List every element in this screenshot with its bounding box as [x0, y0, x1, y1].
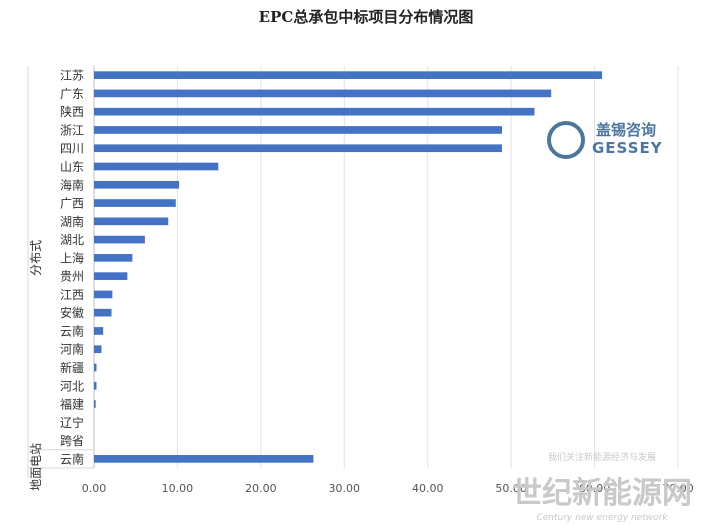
category-label: 辽宁 [60, 415, 84, 430]
category-label: 跨省 [60, 434, 84, 448]
category-label: 云南 [60, 323, 84, 338]
category-label: 湖北 [60, 232, 84, 247]
x-tick-labels: 0.00 10.00 20.00 30.00 40.00 50.00 60.00 70.00 [82, 482, 694, 495]
category-label: 河北 [60, 379, 84, 393]
x-tick-label: 40.00 [412, 482, 444, 495]
gessey-cn-text: 盖锡咨询 [596, 121, 656, 139]
bar-上海 [94, 254, 133, 262]
bar-山东 [94, 162, 219, 171]
bar-广东 [94, 89, 552, 98]
category-label: 上海 [60, 250, 84, 265]
bar-湖南 [94, 217, 169, 226]
bar-福建 [94, 400, 96, 408]
category-label: 云南 [60, 451, 84, 466]
x-tick-label: 60.00 [579, 482, 611, 495]
category-label: 海南 [60, 177, 84, 192]
bar-云南 [94, 327, 104, 335]
x-tick-label: 0.00 [82, 482, 107, 495]
category-label: 湖南 [60, 214, 84, 229]
bar-云南 [94, 455, 314, 463]
category-label: 新疆 [60, 360, 84, 375]
x-tick-label: 50.00 [495, 482, 527, 495]
bar-贵州 [94, 272, 128, 280]
network-cn-text: 世纪新能源网 [512, 476, 692, 511]
category-label: 山东 [60, 160, 84, 174]
category-label: 浙江 [60, 123, 84, 137]
x-tick-label: 10.00 [162, 482, 194, 495]
bar-河北 [94, 381, 97, 390]
category-label: 广东 [60, 87, 84, 101]
bar-四川 [94, 144, 502, 153]
x-tick-label: 20.00 [245, 482, 277, 495]
bar-湖北 [94, 235, 145, 244]
bar-新疆 [94, 363, 97, 372]
bar-安徽 [94, 308, 112, 317]
group-label: 分布式 [29, 240, 43, 276]
gessey-watermark: 盖锡咨询 GESSEY [547, 121, 663, 159]
category-label: 河南 [60, 342, 84, 357]
gessey-en-text: GESSEY [592, 139, 663, 157]
category-label: 安徽 [60, 305, 84, 320]
network-caption-text: 我们关注新能源经济与发展 [548, 451, 656, 463]
group-label: 地面电站 [29, 443, 43, 491]
bar-陕西 [94, 107, 535, 116]
chart-title: EPC总承包中标项目分布情况图 [259, 8, 474, 26]
bar-江西 [94, 290, 113, 299]
category-label: 江西 [60, 288, 84, 302]
bar-浙江 [94, 126, 502, 134]
category-label: 四川 [60, 142, 84, 156]
category-labels: 江苏广东陕西浙江四川山东海南广西湖南湖北上海贵州江西安徽云南河南新疆河北福建辽宁… [60, 69, 84, 467]
category-label: 福建 [60, 397, 84, 412]
category-label: 贵州 [60, 270, 84, 284]
bar-江苏 [94, 71, 603, 79]
bar-series [94, 71, 603, 463]
x-tick-label: 30.00 [329, 482, 361, 495]
gessey-logo-ring [547, 121, 585, 159]
category-label: 陕西 [60, 104, 84, 119]
bar-广西 [94, 199, 176, 207]
bar-河南 [94, 345, 102, 354]
x-tick-label: 70.00 [662, 482, 694, 495]
category-label: 江苏 [60, 69, 84, 83]
network-en-text: Century new energy network [536, 513, 668, 523]
bar-海南 [94, 180, 180, 189]
network-watermark: 我们关注新能源经济与发展 世纪新能源网 Century new energy n… [512, 451, 692, 523]
category-label: 广西 [60, 197, 84, 211]
